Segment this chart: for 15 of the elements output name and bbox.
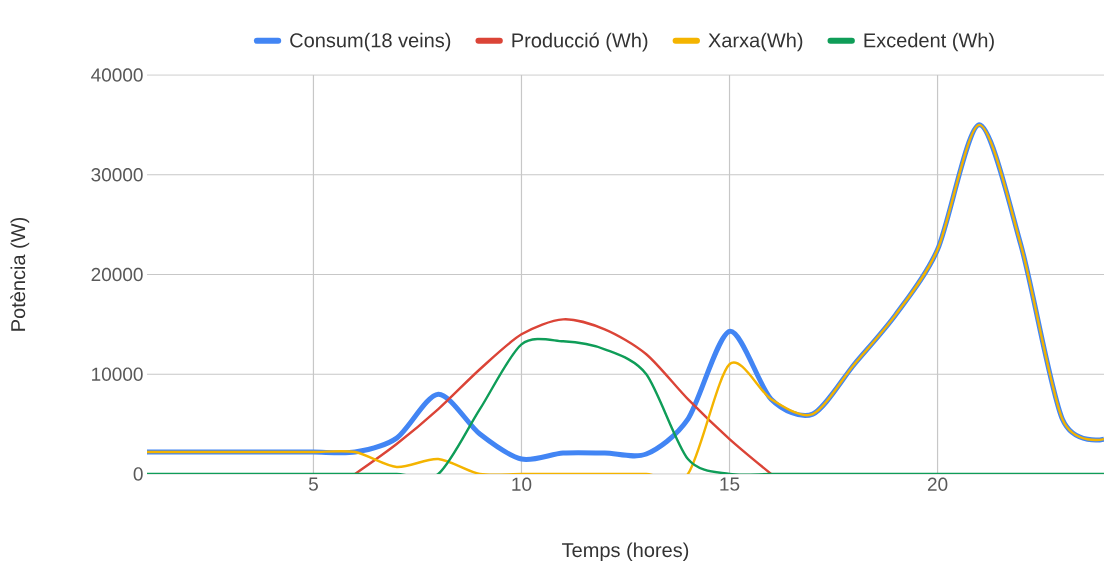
x-tick-label: 5 <box>308 477 318 491</box>
x-tick-label: 20 <box>927 477 948 491</box>
y-tick-label: 30000 <box>91 168 143 182</box>
legend-label: Producció (Wh) <box>512 32 648 52</box>
y-tick-label: 40000 <box>91 68 143 82</box>
legend-label: Excedent (Wh) <box>864 32 994 52</box>
y-axis-title: Potència (W) <box>10 217 30 331</box>
y-tick-label: 20000 <box>91 267 143 282</box>
legend-label: Xarxa(Wh) <box>708 32 803 52</box>
y-tick-label: 10000 <box>92 367 143 381</box>
x-axis-title: Temps (hores) <box>562 542 689 562</box>
x-tick-label: 10 <box>512 477 532 491</box>
legend-label: Consum(18 veins) <box>290 32 451 52</box>
y-tick-label: 0 <box>133 467 143 481</box>
x-tick-label: 15 <box>720 477 740 491</box>
